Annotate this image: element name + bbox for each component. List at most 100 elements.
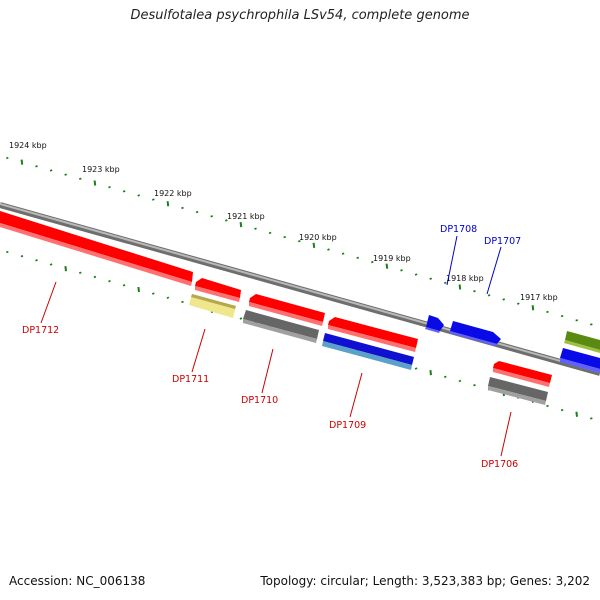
major-tick [93, 180, 97, 186]
major-tick [20, 159, 24, 165]
minor-tick [224, 219, 228, 222]
kbp-label: 1923 kbp [82, 165, 120, 174]
outer-tick-row [5, 156, 593, 326]
minor-tick [341, 252, 345, 255]
minor-tick [195, 210, 199, 214]
gene-arrow-dp1709[interactable] [328, 317, 418, 352]
gene-label-dp1709[interactable]: DP1709 [329, 420, 366, 431]
minor-tick [20, 254, 24, 258]
accession-text: Accession: NC_006138 [9, 574, 146, 588]
minor-tick [49, 263, 53, 266]
gene-label-dp1707[interactable]: DP1707 [484, 236, 521, 247]
major-tick [239, 221, 243, 228]
gene-arrow-dp1710[interactable] [249, 294, 325, 326]
minor-tick [122, 190, 126, 193]
minor-tick [239, 317, 243, 320]
forward-strand-genes [425, 315, 600, 353]
minor-tick [370, 260, 374, 264]
gene-arrow-dp1708[interactable] [425, 315, 444, 333]
minor-tick [414, 367, 418, 370]
major-tick [385, 263, 389, 269]
minor-tick [473, 289, 476, 293]
gene-block-grey-1[interactable] [243, 310, 319, 343]
minor-tick [210, 215, 214, 218]
gene-label-dp1708[interactable]: DP1708 [440, 224, 477, 235]
major-tick [458, 284, 462, 290]
gene-block-yellow[interactable] [189, 294, 236, 318]
minor-tick [181, 206, 184, 210]
minor-tick [268, 231, 272, 235]
minor-tick [356, 256, 360, 260]
minor-tick [5, 250, 9, 254]
major-tick [531, 305, 535, 311]
minor-tick [327, 248, 330, 251]
minor-tick [546, 310, 549, 314]
minor-tick [429, 277, 433, 280]
minor-tick [49, 169, 53, 172]
minor-tick [443, 281, 447, 285]
gene-arrow-dp1706[interactable] [493, 361, 552, 387]
gene-arrow-dp1707[interactable] [449, 321, 501, 346]
minor-tick [560, 314, 564, 318]
minor-tick [487, 294, 491, 297]
map-title: Desulfotalea psychrophila LSv54, complet… [130, 8, 470, 23]
minor-tick [560, 408, 564, 412]
minor-tick [516, 302, 520, 305]
kbp-labels: 1924 kbp 1923 kbp 1922 kbp 1921 kbp 1920… [9, 141, 558, 302]
minor-tick [400, 269, 403, 272]
minor-tick [108, 185, 111, 189]
kbp-label: 1924 kbp [9, 141, 47, 150]
minor-tick [35, 259, 38, 262]
minor-tick [5, 156, 9, 160]
minor-tick [64, 173, 68, 176]
minor-tick [546, 404, 549, 408]
minor-tick [458, 379, 462, 383]
gene-label-dp1711[interactable]: DP1711 [172, 374, 209, 385]
minor-tick [181, 300, 184, 304]
minor-tick [166, 296, 170, 299]
major-tick [312, 242, 316, 249]
minor-tick [297, 240, 301, 243]
minor-tick [78, 271, 82, 274]
minor-tick [122, 284, 126, 287]
gene-block-blue[interactable] [322, 333, 414, 370]
minor-tick [151, 198, 155, 201]
gene-label-dp1710[interactable]: DP1710 [241, 395, 278, 406]
minor-tick [283, 235, 287, 239]
kbp-label: 1920 kbp [299, 233, 337, 242]
minor-tick [473, 383, 476, 387]
gene-labels: DP1712 DP1711 DP1710 DP1709 DP1708 DP170… [22, 224, 521, 470]
kbp-label: 1918 kbp [446, 274, 484, 283]
gene-label-dp1712[interactable]: DP1712 [22, 325, 59, 336]
gene-block-blue-right[interactable] [560, 348, 600, 373]
gene-arrow-dp1712[interactable] [0, 211, 193, 286]
minor-tick [502, 298, 506, 301]
minor-tick [254, 227, 257, 230]
major-tick [137, 286, 140, 293]
backbone [0, 202, 600, 376]
kbp-label: 1917 kbp [520, 293, 558, 302]
kbp-label: 1919 kbp [373, 254, 411, 263]
minor-tick [35, 165, 38, 168]
minor-tick [589, 323, 593, 326]
minor-tick [137, 194, 141, 197]
major-tick [64, 266, 67, 272]
gene-block-grey-2[interactable] [488, 377, 548, 405]
minor-tick [108, 279, 111, 283]
major-tick [166, 201, 170, 207]
label-leaders [40, 235, 512, 457]
minor-tick [575, 319, 579, 322]
major-tick [429, 370, 432, 376]
minor-tick [589, 417, 593, 420]
gene-arrow-dp1711[interactable] [195, 278, 241, 302]
kbp-label: 1921 kbp [227, 212, 265, 221]
kbp-label: 1922 kbp [154, 189, 192, 198]
reverse-strand-genes [0, 211, 600, 405]
topology-text: Topology: circular; Length: 3,523,383 bp… [260, 574, 590, 588]
minor-tick [414, 273, 418, 276]
gene-block-green[interactable] [564, 331, 600, 353]
minor-tick [443, 375, 447, 379]
minor-tick [93, 275, 97, 279]
gene-label-dp1706[interactable]: DP1706 [481, 459, 518, 470]
